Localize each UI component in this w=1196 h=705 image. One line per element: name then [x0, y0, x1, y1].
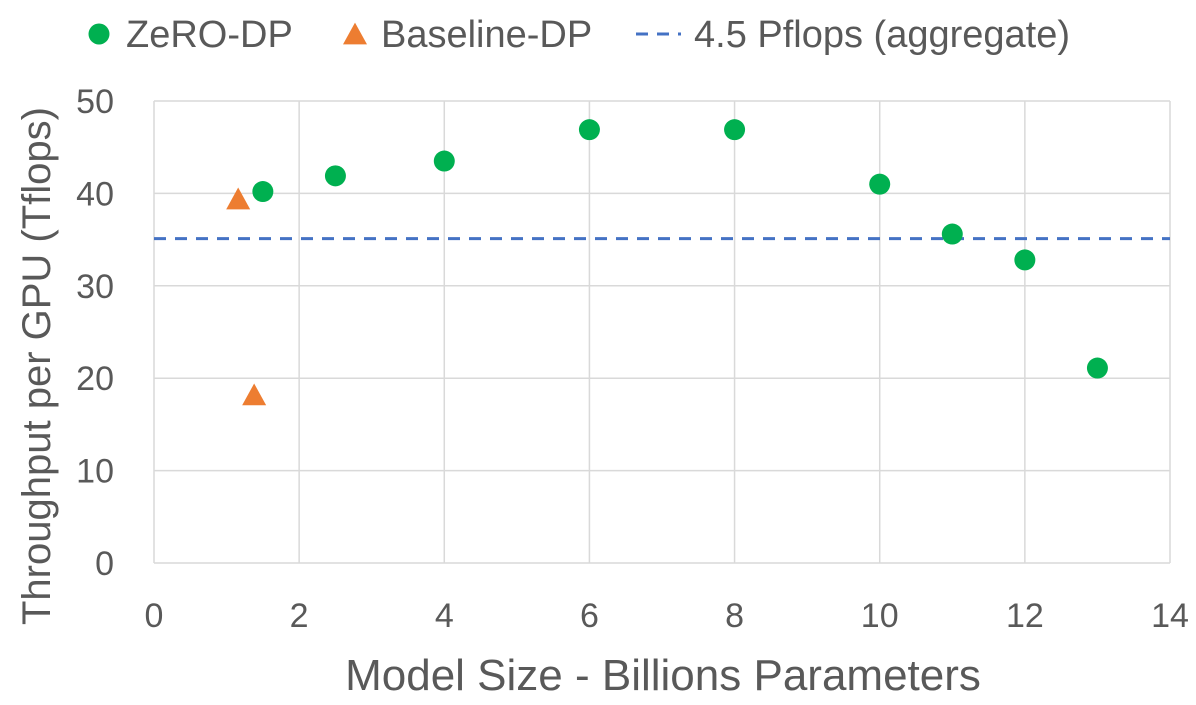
x-tick-label: 2	[290, 597, 309, 635]
x-axis-label: Model Size - Billions Parameters	[345, 651, 981, 700]
legend-label-baseline-dp: Baseline-DP	[381, 14, 592, 56]
y-tick-label: 50	[76, 83, 114, 121]
data-point-circle	[724, 119, 746, 141]
x-tick-label: 12	[1006, 597, 1044, 635]
legend-label-aggregate: 4.5 Pflops (aggregate)	[694, 14, 1070, 56]
data-point-circle	[324, 165, 346, 187]
data-point-circle	[1086, 357, 1108, 379]
legend-label-zero-dp: ZeRO-DP	[126, 14, 293, 56]
x-tick-label: 0	[145, 597, 164, 635]
y-axis-label: Throughput per GPU (Tflops)	[15, 107, 59, 625]
data-point-circle	[578, 119, 600, 141]
grid	[153, 100, 1171, 564]
y-tick-label: 30	[76, 268, 114, 306]
y-tick-label: 40	[76, 175, 114, 213]
tick-labels: 0 10 20 30 40 50 0 2 4 6 8 10 12 14	[76, 83, 1189, 635]
data-point-circle	[869, 173, 891, 195]
y-tick-label: 0	[95, 545, 114, 583]
x-tick-label: 14	[1151, 597, 1189, 635]
data-marks	[226, 119, 1108, 406]
y-tick-label: 20	[76, 360, 114, 398]
data-point-circle	[941, 223, 963, 245]
legend-marker-zero-dp	[88, 23, 110, 45]
x-tick-label: 8	[725, 597, 744, 635]
x-tick-label: 6	[580, 597, 599, 635]
data-point-circle	[1014, 249, 1036, 271]
x-tick-label: 10	[861, 597, 899, 635]
data-point-circle	[252, 181, 274, 203]
x-tick-label: 4	[435, 597, 454, 635]
data-point-triangle	[226, 187, 251, 210]
y-tick-label: 10	[76, 453, 114, 491]
data-point-circle	[433, 150, 455, 172]
legend: ZeRO-DP Baseline-DP 4.5 Pflops (aggregate)	[88, 14, 1070, 56]
legend-marker-baseline-dp	[343, 22, 367, 45]
data-point-triangle	[242, 383, 267, 406]
